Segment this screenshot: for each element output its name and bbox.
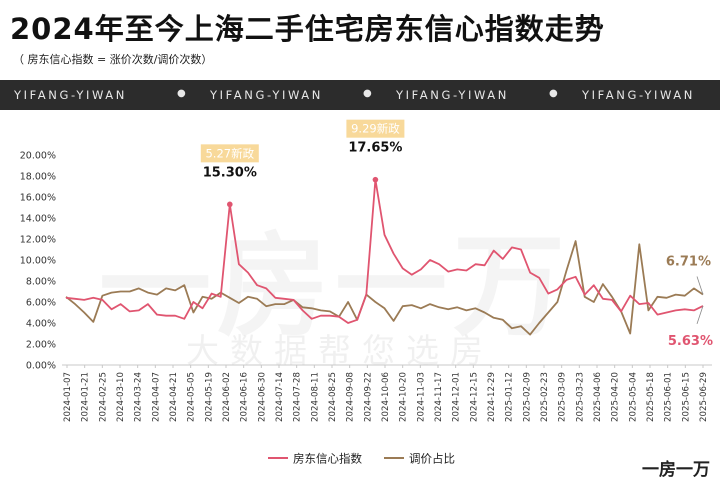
y-tick-label: 16.00% <box>20 193 56 204</box>
x-tick-label: 2024-06-30 <box>257 372 267 422</box>
x-tick-label: 2024-07-14 <box>275 372 285 422</box>
x-tick-label: 2024-08-25 <box>328 372 338 422</box>
x-tick-label: 2024-01-21 <box>81 372 91 422</box>
x-tick-label: 2024-06-16 <box>240 372 250 422</box>
confidence-end-label: 5.63% <box>668 334 713 349</box>
y-tick-label: 20.00% <box>20 151 56 162</box>
x-tick-label: 2024-03-24 <box>134 372 144 422</box>
x-tick-label: 2024-09-08 <box>346 372 356 422</box>
banner-dot-icon: ● <box>363 88 372 99</box>
x-tick-label: 2025-04-20 <box>611 372 621 422</box>
x-tick-label: 2024-08-11 <box>310 372 320 422</box>
y-tick-label: 14.00% <box>20 214 56 225</box>
banner-text-3: YIFANG-YIWAN <box>396 88 509 102</box>
line-chart: 一房一万 大数据帮您选房 0.00% 2.00% 4.00% 6.00% 8.00% 10… <box>20 119 713 466</box>
x-tick-label: 2025-06-29 <box>699 372 709 422</box>
policy-badge <box>200 144 259 163</box>
x-tick-label: 2024-05-19 <box>204 372 214 422</box>
peak-point-marker <box>227 201 233 208</box>
x-tick-label: 2025-02-23 <box>540 372 550 422</box>
brand-logo: 一房一万 <box>642 460 710 480</box>
x-tick-label: 2024-12-15 <box>469 372 479 422</box>
y-tick-label: 10.00% <box>20 256 56 267</box>
x-tick-label: 2024-06-02 <box>222 372 232 422</box>
x-tick-label: 2024-10-20 <box>399 372 409 422</box>
legend-label-confidence: 房东信心指数 <box>293 452 362 466</box>
banner-text-1: YIFANG-YIWAN <box>14 88 127 102</box>
chart-title: 2024年至今上海二手住宅房东信心指数走势 <box>10 12 605 46</box>
x-tick-label: 2025-02-09 <box>522 372 532 422</box>
x-tick-label: 2024-04-07 <box>151 372 161 422</box>
policy-badge-label: 5.27新政 <box>205 146 254 160</box>
adjustment-end-label: 6.71% <box>666 255 711 270</box>
x-tick-label: 2024-03-10 <box>116 372 126 422</box>
x-tick-label: 2024-09-22 <box>363 372 373 422</box>
x-tick-label: 2024-05-05 <box>187 372 197 422</box>
y-tick-label: 8.00% <box>26 277 56 288</box>
x-tick-label: 2024-12-01 <box>452 372 462 422</box>
x-tick-label: 2025-04-06 <box>593 372 603 422</box>
banner-dot-icon: ● <box>177 88 186 99</box>
x-tick-label: 2024-02-25 <box>98 372 108 422</box>
x-tick-label: 2024-11-03 <box>416 372 426 422</box>
x-tick-label: 2025-01-12 <box>505 372 515 422</box>
peak-value-label: 17.65% <box>348 141 402 156</box>
watermark-sub: 大数据帮您选房 <box>186 331 494 370</box>
x-tick-label: 2024-07-28 <box>293 372 303 422</box>
policy-badge <box>346 119 405 138</box>
x-tick-label: 2025-06-01 <box>664 372 674 422</box>
x-tick-label: 2025-03-09 <box>558 372 568 422</box>
y-tick-label: 2.00% <box>26 340 56 351</box>
end-label-leader <box>696 276 704 295</box>
banner-dot-icon: ● <box>549 88 558 99</box>
policy-badge-label: 9.29新政 <box>351 122 400 136</box>
legend-label-adjustment: 调价占比 <box>409 452 455 466</box>
peak-point-marker <box>372 176 379 183</box>
x-tick-label: 2024-10-06 <box>381 372 391 422</box>
watermark-main: 一房一万 <box>99 222 571 352</box>
confidence-index-line <box>65 178 704 324</box>
brand-banner: YIFANG-YIWAN ● YIFANG-YIWAN ● YIFANG-YIW… <box>0 80 720 110</box>
chart-axes: 0.00% 2.00% 4.00% 6.00% 8.00% 10.00% 12.00% 14.… <box>20 151 712 422</box>
banner-text-4: YIFANG-YIWAN <box>582 88 695 102</box>
chart-legend: 房东信心指数 调价占比 <box>268 452 455 466</box>
x-tick-label: 2025-05-18 <box>646 372 656 422</box>
x-tick-label: 2025-06-15 <box>681 372 691 422</box>
x-tick-label: 2024-12-29 <box>487 372 497 422</box>
y-tick-label: 0.00% <box>26 361 56 372</box>
annotation-layer: 5.27新政 15.30% 9.29新政 17.65% <box>200 119 405 208</box>
y-tick-label: 6.00% <box>26 298 56 309</box>
y-tick-label: 18.00% <box>20 172 56 183</box>
x-tick-label: 2024-04-21 <box>169 372 179 422</box>
y-tick-label: 4.00% <box>26 319 56 330</box>
x-tick-label: 2025-03-23 <box>575 372 585 422</box>
x-tick-label: 2024-11-17 <box>434 372 444 422</box>
y-tick-label: 12.00% <box>20 235 56 246</box>
adjustment-ratio-line <box>65 240 704 336</box>
x-tick-label: 2025-05-04 <box>628 372 638 422</box>
series-layer: 5.63% 6.71% <box>65 178 713 349</box>
chart-subtitle: （ 房东信心指数 = 涨价次数/调价次数） <box>13 53 213 66</box>
x-tick-label: 2024-01-07 <box>63 372 73 422</box>
end-label-leader <box>696 305 704 325</box>
peak-value-label: 15.30% <box>203 165 257 180</box>
banner-text-2: YIFANG-YIWAN <box>210 88 323 102</box>
